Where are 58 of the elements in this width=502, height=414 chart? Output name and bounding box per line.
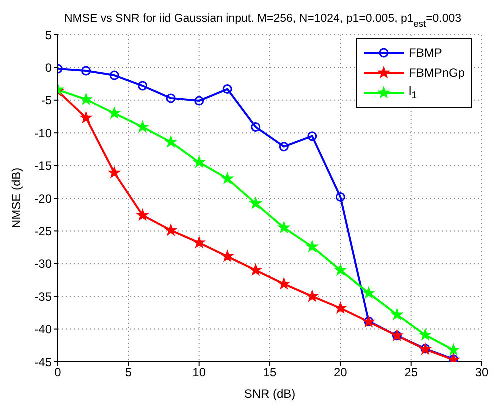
x-axis-title: SNR (dB) [244,387,296,401]
point [110,70,120,80]
x-tick-label: 25 [404,366,418,380]
y-tick-label: -15 [34,159,52,174]
point [250,264,262,276]
point [251,122,261,132]
point [420,329,432,340]
x-tick-label: 10 [192,366,206,380]
point [308,132,318,142]
point [80,94,92,105]
point [336,192,346,202]
point [194,236,206,248]
point [334,302,346,314]
point [306,290,318,302]
point [138,81,148,91]
x-tick-label: 30 [475,366,489,380]
y-axis-title: NMSE (dB) [9,168,24,228]
point [391,308,403,320]
point [306,240,318,252]
point [278,278,290,290]
point [165,136,177,148]
legend-label: FBMPnGp [408,66,465,80]
y-tick-label: -30 [34,257,52,272]
point [222,250,234,262]
point [108,107,120,118]
point [166,94,176,104]
legend-label: FBMP [408,46,442,60]
y-tick-label: 5 [45,28,52,42]
point [250,198,262,209]
legend-label: l$_{1}$ [408,84,418,102]
point [82,66,92,76]
point [194,96,204,106]
point [363,287,375,298]
point [448,344,460,356]
y-tick-label: -5 [41,94,52,108]
y-tick-label: -10 [34,126,52,140]
point [279,142,289,152]
point [194,156,206,168]
x-tick-label: 0 [54,366,62,380]
y-tick-label: -20 [34,192,52,206]
point [137,210,149,220]
y-tick-label: 0 [45,60,52,75]
point [108,166,120,178]
point [165,224,177,236]
y-tick-label: -35 [34,290,52,304]
y-tick-label: -25 [34,224,52,238]
x-tick-label: 5 [125,366,132,380]
chart-title: NMSE vs SNR for iid Gaussian input. M=256, N=1024, p1=0.005, p1$_{est}$=0.003 [64,13,462,29]
y-tick-label: -40 [34,322,52,337]
point [222,84,232,94]
point [80,112,92,124]
x-tick-label: 15 [263,366,277,380]
point [278,222,290,233]
point [334,264,346,276]
point [137,121,149,132]
point [222,172,234,184]
x-tick-label: 20 [334,366,348,380]
y-tick-label: -45 [34,355,52,370]
